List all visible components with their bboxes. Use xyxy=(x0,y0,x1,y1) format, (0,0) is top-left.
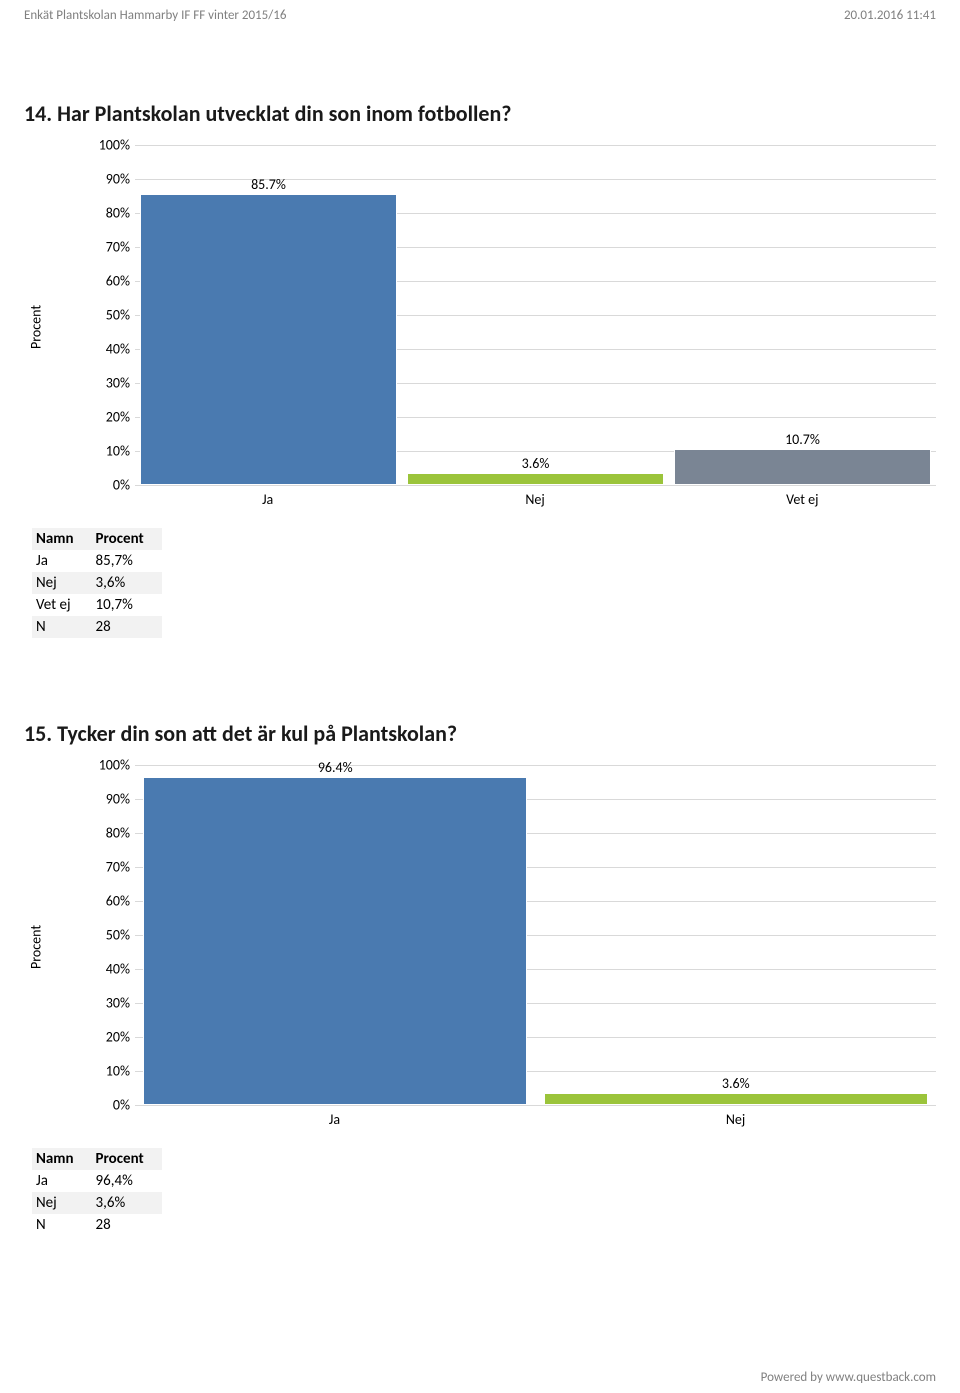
x-category-label: Ja xyxy=(134,485,401,508)
q14-bar-ja: 85.7% xyxy=(140,194,396,485)
q15-chart: Procent 0%10%20%30%40%50%60%70%80%90%100… xyxy=(84,765,936,1128)
q15-bar-ja: 96.4% xyxy=(143,777,527,1105)
table-row: Ja85,7% xyxy=(32,550,162,572)
y-tick-label: 30% xyxy=(85,995,130,1012)
bars-container: 96.4% 3.6% xyxy=(135,765,936,1105)
x-category-label: Vet ej xyxy=(669,485,936,508)
table-header-cell: Namn xyxy=(32,528,92,550)
y-tick-label: 70% xyxy=(85,859,130,876)
x-category-label: Nej xyxy=(401,485,668,508)
bar-slot: 10.7% xyxy=(669,145,936,485)
table-header-cell: Procent xyxy=(92,1148,162,1170)
table-cell: 3,6% xyxy=(92,572,162,594)
table-cell: Vet ej xyxy=(32,594,92,616)
bar-slot: 85.7% xyxy=(135,145,402,485)
q14-table: NamnProcentJa85,7%Nej3,6%Vet ej10,7%N28 xyxy=(32,528,162,638)
bar-value-label: 3.6% xyxy=(545,1075,927,1092)
page-header: Enkät Plantskolan Hammarby IF FF vinter … xyxy=(24,8,936,23)
table-cell: 3,6% xyxy=(92,1192,162,1214)
y-tick-label: 10% xyxy=(85,1063,130,1080)
table-cell: 28 xyxy=(92,616,162,638)
gridline xyxy=(135,485,936,486)
q15-plot: 0%10%20%30%40%50%60%70%80%90%100%96.4%3.… xyxy=(84,765,936,1105)
y-tick-label: 100% xyxy=(85,757,130,774)
q15-x-labels: JaNej xyxy=(134,1105,936,1128)
y-tick-label: 0% xyxy=(85,1097,130,1114)
y-tick-label: 50% xyxy=(85,307,130,324)
y-tick-label: 0% xyxy=(85,477,130,494)
q14-ylabel: Procent xyxy=(28,304,45,348)
table-cell: 28 xyxy=(92,1214,162,1236)
y-tick-label: 20% xyxy=(85,1029,130,1046)
q14-bar-nej: 3.6% xyxy=(407,473,663,485)
table-header-cell: Procent xyxy=(92,528,162,550)
table-row: N28 xyxy=(32,616,162,638)
y-tick-label: 30% xyxy=(85,375,130,392)
y-tick-label: 20% xyxy=(85,409,130,426)
gridline xyxy=(135,1105,936,1106)
table-cell: 96,4% xyxy=(92,1170,162,1192)
table-cell: Nej xyxy=(32,572,92,594)
table-header-row: NamnProcent xyxy=(32,1148,162,1170)
table-cell: 10,7% xyxy=(92,594,162,616)
y-tick-label: 90% xyxy=(85,791,130,808)
table-cell: N xyxy=(32,616,92,638)
y-tick-label: 40% xyxy=(85,341,130,358)
y-tick-label: 60% xyxy=(85,893,130,910)
x-category-label: Ja xyxy=(134,1105,535,1128)
header-left: Enkät Plantskolan Hammarby IF FF vinter … xyxy=(24,8,286,23)
section-q15: 15. Tycker din son att det är kul på Pla… xyxy=(24,720,936,1236)
y-tick-label: 10% xyxy=(85,443,130,460)
q14-chart: Procent 0%10%20%30%40%50%60%70%80%90%100… xyxy=(84,145,936,508)
table-row: Vet ej10,7% xyxy=(32,594,162,616)
q14-x-labels: JaNejVet ej xyxy=(134,485,936,508)
x-category-label: Nej xyxy=(535,1105,936,1128)
header-right: 20.01.2016 11:41 xyxy=(844,8,936,23)
table-row: N28 xyxy=(32,1214,162,1236)
table-row: Nej3,6% xyxy=(32,1192,162,1214)
bar-value-label: 10.7% xyxy=(675,431,929,448)
bar-value-label: 85.7% xyxy=(141,176,395,193)
q14-bar-vet-ej: 10.7% xyxy=(674,449,930,485)
bar-value-label: 96.4% xyxy=(144,759,526,776)
y-tick-label: 100% xyxy=(85,137,130,154)
y-tick-label: 80% xyxy=(85,825,130,842)
q14-plot: 0%10%20%30%40%50%60%70%80%90%100%85.7%3.… xyxy=(84,145,936,485)
y-tick-label: 50% xyxy=(85,927,130,944)
q14-title: 14. Har Plantskolan utvecklat din son in… xyxy=(24,100,936,127)
bar-value-label: 3.6% xyxy=(408,455,662,472)
bar-slot: 96.4% xyxy=(135,765,536,1105)
y-tick-label: 70% xyxy=(85,239,130,256)
page-footer: Powered by www.questback.com xyxy=(761,1370,936,1385)
table-row: Nej3,6% xyxy=(32,572,162,594)
table-header-row: NamnProcent xyxy=(32,528,162,550)
table-cell: 85,7% xyxy=(92,550,162,572)
table-cell: Ja xyxy=(32,1170,92,1192)
table-header-cell: Namn xyxy=(32,1148,92,1170)
table-row: Ja96,4% xyxy=(32,1170,162,1192)
table-cell: Nej xyxy=(32,1192,92,1214)
bar-slot: 3.6% xyxy=(402,145,669,485)
y-tick-label: 40% xyxy=(85,961,130,978)
q15-table: NamnProcentJa96,4%Nej3,6%N28 xyxy=(32,1148,162,1236)
q15-title: 15. Tycker din son att det är kul på Pla… xyxy=(24,720,936,747)
table-cell: N xyxy=(32,1214,92,1236)
bar-slot: 3.6% xyxy=(536,765,937,1105)
table-cell: Ja xyxy=(32,550,92,572)
q15-bar-nej: 3.6% xyxy=(544,1093,928,1105)
y-tick-label: 80% xyxy=(85,205,130,222)
y-tick-label: 60% xyxy=(85,273,130,290)
bars-container: 85.7% 3.6% 10.7% xyxy=(135,145,936,485)
section-q14: 14. Har Plantskolan utvecklat din son in… xyxy=(24,100,936,638)
y-tick-label: 90% xyxy=(85,171,130,188)
q15-ylabel: Procent xyxy=(28,924,45,968)
